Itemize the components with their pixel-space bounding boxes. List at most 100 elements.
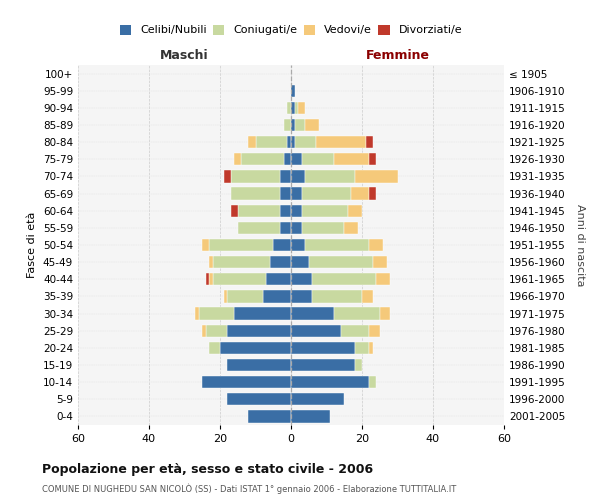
Bar	[213, 256, 270, 268]
Bar	[227, 393, 291, 406]
Bar	[291, 256, 309, 268]
Bar	[309, 256, 373, 268]
Bar	[230, 188, 280, 200]
Y-axis label: Anni di nascita: Anni di nascita	[575, 204, 585, 286]
Bar	[209, 273, 213, 285]
Bar	[202, 239, 209, 251]
Legend: Celibi/Nubili, Coniugati/e, Vedovi/e, Divorziati/e: Celibi/Nubili, Coniugati/e, Vedovi/e, Di…	[115, 20, 467, 40]
Text: Femmine: Femmine	[365, 48, 430, 62]
Bar	[230, 170, 280, 182]
Bar	[195, 308, 199, 320]
Bar	[291, 410, 330, 422]
Bar	[234, 153, 241, 166]
Bar	[224, 290, 227, 302]
Bar	[291, 342, 355, 354]
Bar	[341, 324, 369, 337]
Bar	[373, 256, 387, 268]
Bar	[355, 342, 369, 354]
Bar	[206, 324, 227, 337]
Bar	[369, 376, 376, 388]
Bar	[295, 119, 305, 131]
Bar	[352, 188, 369, 200]
Bar	[199, 308, 234, 320]
Bar	[238, 222, 280, 234]
Bar	[291, 102, 295, 114]
Bar	[280, 204, 291, 217]
Bar	[209, 256, 213, 268]
Bar	[291, 222, 302, 234]
Bar	[369, 324, 380, 337]
Bar	[291, 308, 334, 320]
Bar	[227, 290, 263, 302]
Bar	[305, 119, 319, 131]
Bar	[280, 222, 291, 234]
Bar	[365, 136, 373, 148]
Bar	[291, 188, 302, 200]
Bar	[302, 222, 344, 234]
Bar	[295, 102, 298, 114]
Bar	[376, 273, 391, 285]
Bar	[334, 308, 380, 320]
Bar	[369, 239, 383, 251]
Bar	[316, 136, 365, 148]
Bar	[287, 102, 291, 114]
Bar	[291, 170, 305, 182]
Bar	[302, 153, 334, 166]
Bar	[295, 136, 316, 148]
Bar	[270, 256, 291, 268]
Bar	[369, 188, 376, 200]
Bar	[202, 376, 291, 388]
Bar	[291, 290, 313, 302]
Bar	[344, 222, 358, 234]
Bar	[355, 359, 362, 371]
Bar	[213, 273, 266, 285]
Bar	[291, 393, 344, 406]
Bar	[291, 324, 341, 337]
Bar	[302, 204, 348, 217]
Bar	[291, 376, 369, 388]
Bar	[291, 239, 305, 251]
Bar	[256, 136, 287, 148]
Bar	[362, 290, 373, 302]
Y-axis label: Fasce di età: Fasce di età	[28, 212, 37, 278]
Bar	[369, 153, 376, 166]
Bar	[298, 102, 305, 114]
Bar	[230, 204, 238, 217]
Bar	[380, 308, 391, 320]
Bar	[220, 342, 291, 354]
Text: Maschi: Maschi	[160, 48, 209, 62]
Bar	[248, 410, 291, 422]
Bar	[334, 153, 369, 166]
Bar	[234, 308, 291, 320]
Bar	[241, 153, 284, 166]
Bar	[291, 359, 355, 371]
Bar	[284, 119, 291, 131]
Bar	[302, 188, 352, 200]
Bar	[209, 239, 273, 251]
Bar	[266, 273, 291, 285]
Bar	[291, 119, 295, 131]
Bar	[291, 153, 302, 166]
Bar	[227, 359, 291, 371]
Bar	[202, 324, 206, 337]
Bar	[227, 324, 291, 337]
Bar	[291, 136, 295, 148]
Bar	[313, 290, 362, 302]
Bar	[291, 273, 313, 285]
Bar	[238, 204, 280, 217]
Bar	[280, 188, 291, 200]
Bar	[280, 170, 291, 182]
Bar	[287, 136, 291, 148]
Bar	[291, 204, 302, 217]
Bar	[206, 273, 209, 285]
Bar	[305, 170, 355, 182]
Bar	[209, 342, 220, 354]
Bar	[355, 170, 398, 182]
Bar	[291, 84, 295, 97]
Bar	[263, 290, 291, 302]
Text: Popolazione per età, sesso e stato civile - 2006: Popolazione per età, sesso e stato civil…	[42, 462, 373, 475]
Bar	[305, 239, 369, 251]
Bar	[273, 239, 291, 251]
Bar	[224, 170, 230, 182]
Bar	[313, 273, 376, 285]
